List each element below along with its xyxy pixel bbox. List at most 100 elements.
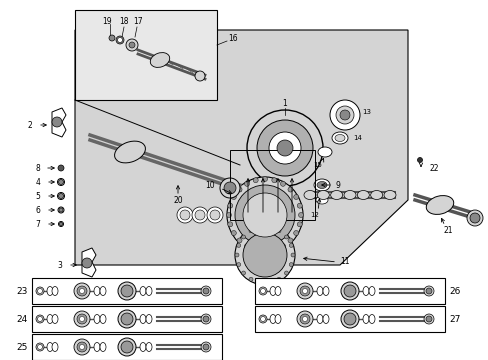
Circle shape (289, 262, 293, 266)
Circle shape (201, 286, 210, 296)
Circle shape (206, 207, 223, 223)
Circle shape (248, 229, 252, 233)
Text: 3: 3 (58, 261, 62, 270)
Circle shape (335, 106, 353, 124)
Circle shape (423, 286, 433, 296)
Polygon shape (82, 248, 96, 277)
Ellipse shape (330, 190, 342, 199)
Ellipse shape (47, 287, 53, 296)
Circle shape (257, 120, 312, 176)
Ellipse shape (317, 147, 331, 157)
Circle shape (59, 208, 63, 212)
Circle shape (224, 182, 236, 194)
Circle shape (466, 210, 482, 226)
Ellipse shape (315, 196, 327, 204)
Circle shape (241, 271, 245, 275)
Circle shape (276, 140, 292, 156)
Circle shape (58, 207, 64, 213)
Circle shape (299, 314, 309, 324)
Circle shape (259, 315, 266, 323)
Circle shape (231, 230, 236, 235)
Circle shape (244, 244, 249, 249)
Circle shape (425, 288, 431, 294)
Text: 24: 24 (17, 315, 28, 324)
Circle shape (58, 165, 64, 171)
Ellipse shape (313, 179, 329, 191)
Ellipse shape (323, 315, 328, 324)
Ellipse shape (383, 190, 395, 199)
Bar (32, 306, 222, 332)
Circle shape (235, 185, 294, 245)
Circle shape (293, 230, 298, 235)
Ellipse shape (426, 195, 453, 215)
Circle shape (280, 181, 285, 186)
Ellipse shape (140, 342, 146, 351)
Circle shape (469, 213, 479, 223)
Ellipse shape (317, 190, 328, 199)
Ellipse shape (150, 53, 169, 67)
Ellipse shape (316, 181, 326, 189)
Circle shape (289, 243, 293, 247)
Circle shape (59, 194, 63, 198)
Ellipse shape (100, 287, 106, 296)
Circle shape (36, 315, 44, 323)
Circle shape (231, 194, 236, 199)
Circle shape (118, 338, 136, 356)
Circle shape (243, 193, 286, 237)
Ellipse shape (47, 315, 53, 324)
Text: 19: 19 (102, 17, 111, 26)
Ellipse shape (52, 342, 58, 351)
Circle shape (417, 158, 422, 162)
Circle shape (77, 286, 87, 296)
Circle shape (38, 316, 42, 321)
Circle shape (192, 207, 207, 223)
Circle shape (271, 247, 276, 252)
Ellipse shape (94, 315, 100, 324)
Circle shape (77, 342, 87, 352)
Ellipse shape (140, 315, 146, 324)
Circle shape (203, 344, 208, 350)
Text: 5: 5 (36, 192, 41, 201)
Circle shape (195, 71, 204, 81)
Ellipse shape (269, 287, 275, 296)
Text: 12: 12 (310, 212, 319, 218)
Circle shape (262, 176, 267, 181)
Circle shape (118, 310, 136, 328)
Text: 2: 2 (27, 121, 32, 130)
Circle shape (260, 288, 265, 293)
Text: 25: 25 (17, 342, 28, 351)
Circle shape (74, 339, 90, 355)
Circle shape (38, 345, 42, 350)
Circle shape (201, 314, 210, 324)
Text: 21: 21 (442, 225, 452, 234)
Circle shape (297, 203, 302, 208)
Circle shape (425, 316, 431, 322)
Circle shape (262, 248, 267, 253)
Circle shape (121, 285, 133, 297)
Bar (75, 10, 217, 100)
Circle shape (226, 177, 303, 253)
Ellipse shape (100, 315, 106, 324)
Ellipse shape (146, 315, 152, 324)
Circle shape (271, 178, 276, 183)
Circle shape (290, 253, 294, 257)
Circle shape (284, 271, 288, 275)
Ellipse shape (274, 315, 281, 324)
Circle shape (339, 110, 349, 120)
Circle shape (296, 311, 312, 327)
Polygon shape (75, 30, 407, 265)
Circle shape (227, 222, 232, 227)
Circle shape (203, 316, 208, 322)
Circle shape (227, 203, 232, 208)
Circle shape (117, 37, 122, 42)
Text: 27: 27 (448, 315, 459, 324)
Circle shape (209, 210, 220, 220)
Circle shape (260, 316, 265, 321)
Circle shape (259, 287, 266, 295)
Circle shape (241, 235, 245, 239)
Circle shape (267, 280, 271, 284)
Circle shape (109, 35, 115, 41)
Ellipse shape (52, 315, 58, 324)
Ellipse shape (100, 342, 106, 351)
Text: 7: 7 (36, 220, 41, 229)
